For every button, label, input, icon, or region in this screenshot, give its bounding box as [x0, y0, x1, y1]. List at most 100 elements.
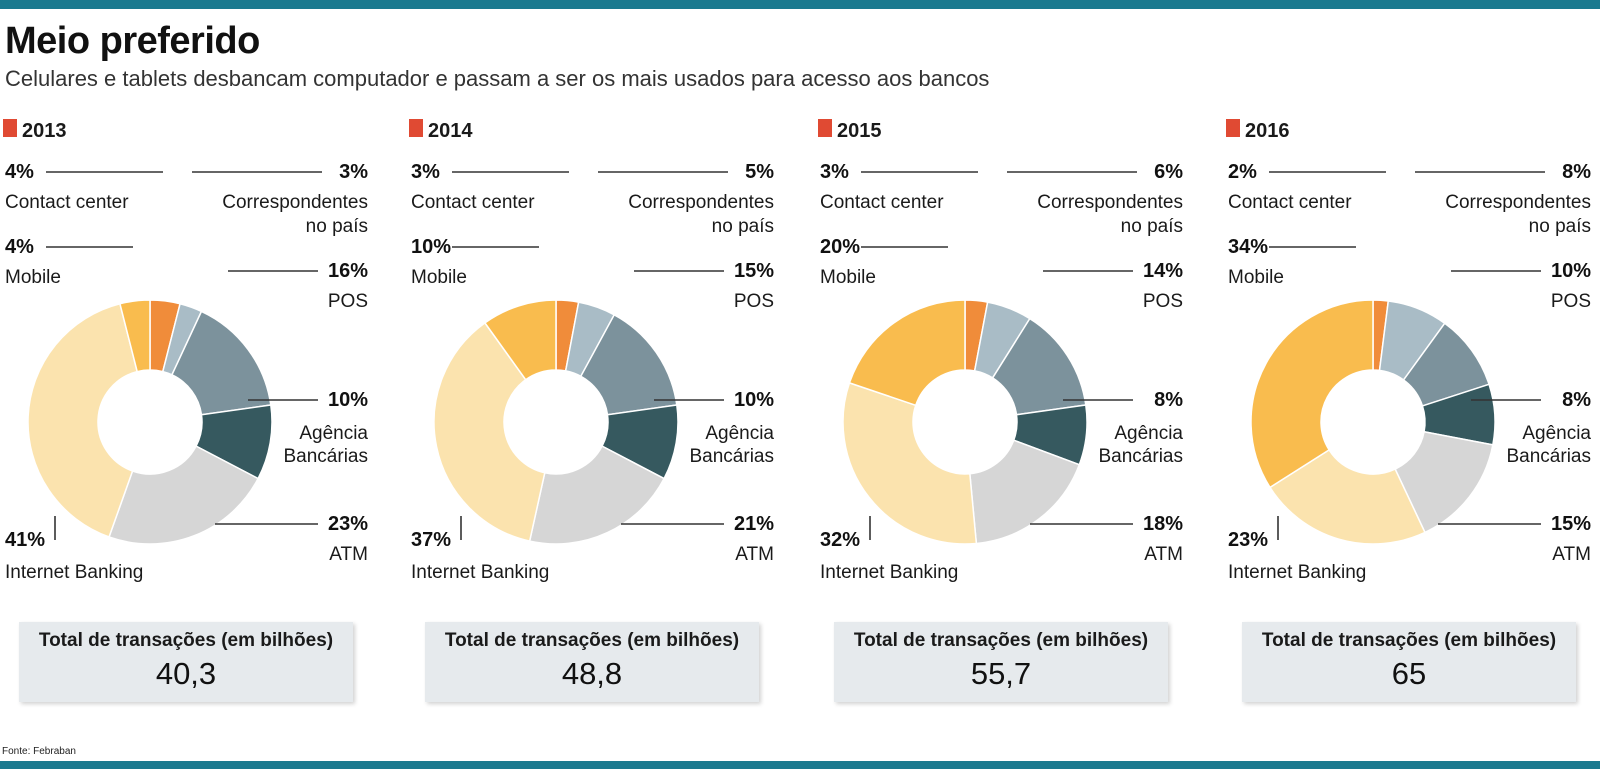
data-label-pct: 5% [745, 161, 774, 183]
category-label: Agência [1114, 423, 1183, 444]
category-label: Correspondentes [628, 192, 774, 213]
slice-atm [108, 445, 260, 545]
category-label: Bancárias [1099, 446, 1184, 467]
category-label: Correspondentes [222, 192, 368, 213]
data-label-pct: 23% [1228, 529, 1268, 551]
category-label: ATM [329, 544, 368, 565]
slice-mobile [483, 299, 557, 381]
slice-mobile [1250, 299, 1374, 489]
data-label-pct: 3% [411, 161, 440, 183]
data-label-pct: 10% [734, 389, 774, 411]
category-label: Agência [1522, 423, 1591, 444]
chart-subtitle: Celulares e tablets desbancam computador… [5, 66, 990, 91]
donut-chart-2013: 2013 4% Contact center 3% Correspondentes no … [3, 119, 368, 583]
data-label-pct: 32% [820, 529, 860, 551]
year-label: 2015 [837, 120, 882, 142]
category-label: ATM [1144, 544, 1183, 565]
data-label-pct: 10% [411, 236, 451, 258]
category-label: Internet Banking [1228, 562, 1366, 583]
donut-chart-2014: 2014 3% Contact center 5% Correspondentes no … [409, 119, 775, 583]
category-label: no país [1529, 216, 1591, 237]
category-label: no país [1121, 216, 1183, 237]
category-label: Internet Banking [5, 562, 143, 583]
category-label: POS [1143, 291, 1183, 312]
category-label: POS [734, 291, 774, 312]
category-label: Mobile [411, 267, 467, 288]
data-label-pct: 18% [1143, 513, 1183, 535]
bottom-accent-bar [0, 761, 1600, 769]
category-label: Internet Banking [411, 562, 549, 583]
category-label: Contact center [411, 192, 535, 213]
slice-mobile [119, 299, 151, 373]
data-label-pct: 15% [1551, 513, 1591, 535]
category-label: ATM [1552, 544, 1591, 565]
year-label: 2014 [428, 120, 473, 142]
data-label-pct: 15% [734, 260, 774, 282]
data-label-pct: 6% [1154, 161, 1183, 183]
slice-atm [528, 445, 666, 545]
year-label: 2016 [1245, 120, 1290, 142]
data-label-pct: 3% [820, 161, 849, 183]
data-label-pct: 10% [328, 389, 368, 411]
data-label-pct: 37% [411, 529, 451, 551]
slice-internet-banking [842, 381, 978, 545]
data-label-pct: 4% [5, 161, 34, 183]
data-label-pct: 41% [5, 529, 45, 551]
category-label: POS [1551, 291, 1591, 312]
category-label: Bancárias [1507, 446, 1592, 467]
total-box-2013: Total de transações (em bilhões) 40,3 [19, 622, 353, 702]
donut-chart-2016: 2016 2% Contact center 8% Correspondentes no … [1226, 119, 1592, 583]
year-label: 2013 [22, 120, 67, 142]
category-label: Mobile [5, 267, 61, 288]
data-label-pct: 8% [1154, 389, 1183, 411]
category-label: Internet Banking [820, 562, 958, 583]
total-caption: Total de transações (em bilhões) [38, 630, 334, 651]
year-marker [409, 119, 423, 137]
slice-mobile [848, 299, 966, 407]
category-label: Contact center [820, 192, 944, 213]
data-label-pct: 23% [328, 513, 368, 535]
total-caption: Total de transações (em bilhões) [853, 630, 1149, 651]
category-label: Mobile [1228, 267, 1284, 288]
slice-atm [969, 439, 1081, 545]
category-label: Agência [705, 423, 774, 444]
data-label-pct: 2% [1228, 161, 1257, 183]
total-box-2016: Total de transações (em bilhões) 65 [1242, 622, 1576, 702]
data-label-pct: 3% [339, 161, 368, 183]
data-label-pct: 21% [734, 513, 774, 535]
data-label-pct: 16% [328, 260, 368, 282]
total-caption: Total de transações (em bilhões) [1261, 630, 1557, 651]
category-label: ATM [735, 544, 774, 565]
year-marker [3, 119, 17, 137]
slice-internet-banking [1268, 448, 1426, 545]
data-label-pct: 8% [1562, 389, 1591, 411]
category-label: Correspondentes [1445, 192, 1591, 213]
data-label-pct: 20% [820, 236, 860, 258]
total-value: 55,7 [970, 656, 1032, 691]
year-marker [818, 119, 832, 137]
category-label: Contact center [5, 192, 129, 213]
category-label: Correspondentes [1037, 192, 1183, 213]
category-label: no país [712, 216, 774, 237]
category-label: POS [328, 291, 368, 312]
data-label-pct: 8% [1562, 161, 1591, 183]
category-label: Mobile [820, 267, 876, 288]
category-label: Contact center [1228, 192, 1352, 213]
total-caption: Total de transações (em bilhões) [444, 630, 740, 651]
slice-internet-banking [27, 302, 139, 538]
category-label: Agência [299, 423, 368, 444]
category-label: Bancárias [690, 446, 775, 467]
data-label-pct: 4% [5, 236, 34, 258]
source-note: Fonte: Febraban [2, 746, 76, 757]
category-label: no país [306, 216, 368, 237]
data-label-pct: 10% [1551, 260, 1591, 282]
data-label-pct: 34% [1228, 236, 1268, 258]
donut-chart-2015: 2015 3% Contact center 6% Correspondentes no … [818, 119, 1184, 583]
year-marker [1226, 119, 1240, 137]
total-value: 40,3 [155, 656, 217, 691]
chart-title: Meio preferido [5, 20, 260, 62]
slice-internet-banking [433, 321, 546, 543]
total-value: 65 [1391, 656, 1427, 691]
data-label-pct: 14% [1143, 260, 1183, 282]
